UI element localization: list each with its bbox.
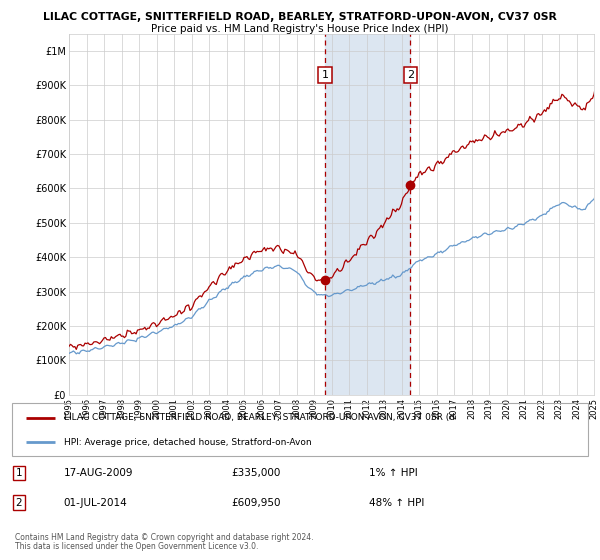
Text: 1: 1 [16, 468, 22, 478]
Text: 48% ↑ HPI: 48% ↑ HPI [369, 498, 424, 507]
Text: 1% ↑ HPI: 1% ↑ HPI [369, 468, 418, 478]
Text: £335,000: £335,000 [231, 468, 280, 478]
Bar [325, 34, 410, 395]
Text: 17-AUG-2009: 17-AUG-2009 [64, 468, 133, 478]
Text: Contains HM Land Registry data © Crown copyright and database right 2024.: Contains HM Land Registry data © Crown c… [15, 533, 314, 542]
Text: LILAC COTTAGE, SNITTERFIELD ROAD, BEARLEY, STRATFORD-UPON-AVON, CV37 0SR (d: LILAC COTTAGE, SNITTERFIELD ROAD, BEARLE… [64, 413, 455, 422]
Text: Price paid vs. HM Land Registry's House Price Index (HPI): Price paid vs. HM Land Registry's House … [151, 24, 449, 34]
Text: This data is licensed under the Open Government Licence v3.0.: This data is licensed under the Open Gov… [15, 542, 259, 551]
Text: 01-JUL-2014: 01-JUL-2014 [64, 498, 128, 507]
Text: £609,950: £609,950 [231, 498, 280, 507]
Text: 2: 2 [16, 498, 22, 507]
Text: 1: 1 [322, 70, 328, 80]
Text: LILAC COTTAGE, SNITTERFIELD ROAD, BEARLEY, STRATFORD-UPON-AVON, CV37 0SR: LILAC COTTAGE, SNITTERFIELD ROAD, BEARLE… [43, 12, 557, 22]
Text: 2: 2 [407, 70, 414, 80]
Text: HPI: Average price, detached house, Stratford-on-Avon: HPI: Average price, detached house, Stra… [64, 437, 311, 446]
